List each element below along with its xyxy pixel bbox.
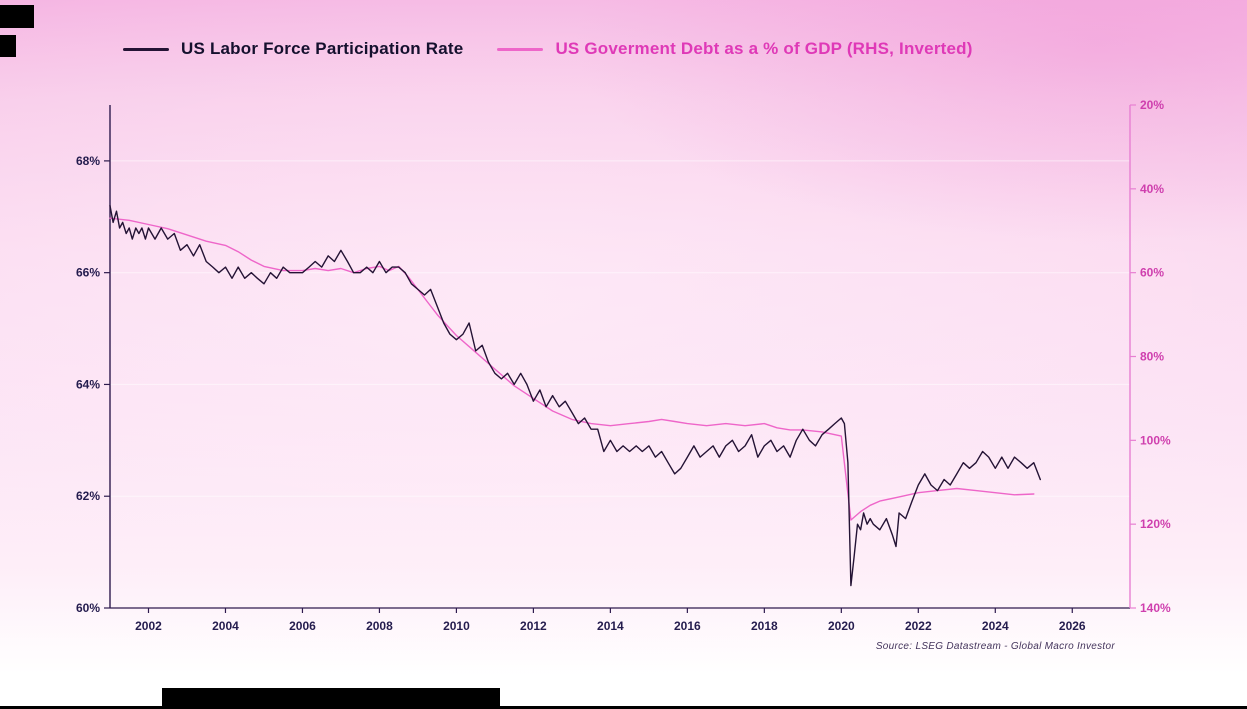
y-left-tick-label: 64% [76,377,100,391]
bottom-redaction-bar [162,688,500,708]
y-left-tick-label: 66% [76,266,100,280]
y-right-tick-label: 60% [1140,266,1164,280]
x-tick-label: 2014 [597,619,624,633]
x-tick-label: 2008 [366,619,393,633]
chart-legend: US Labor Force Participation Rate US Gov… [0,34,1247,64]
x-tick-label: 2018 [751,619,778,633]
corner-artifact-block-1 [0,5,34,28]
x-tick-label: 2006 [289,619,316,633]
x-tick-label: 2016 [674,619,701,633]
y-right-tick-label: 100% [1140,433,1171,447]
lfpr-line-swatch-icon [123,47,169,51]
x-tick-label: 2024 [982,619,1009,633]
chart-source: Source: LSEG Datastream - Global Macro I… [875,641,1115,652]
debt-legend-label: US Goverment Debt as a % of GDP (RHS, In… [555,39,973,58]
debt-series-line [109,217,1035,521]
y-right-tick-label: 20% [1140,98,1164,112]
x-tick-label: 2012 [520,619,547,633]
corner-artifact-block-2 [0,35,16,57]
legend-item-debt: US Goverment Debt as a % of GDP (RHS, In… [497,39,972,59]
y-left-tick-label: 62% [76,489,100,503]
y-right-tick-label: 140% [1140,601,1171,615]
y-right-tick-label: 80% [1140,350,1164,364]
x-tick-label: 2004 [212,619,239,633]
legend-item-lfpr: US Labor Force Participation Rate [123,39,463,59]
y-left-tick-label: 60% [76,601,100,615]
debt-line-swatch-icon [497,47,544,51]
x-tick-label: 2020 [828,619,855,633]
x-tick-label: 2010 [443,619,470,633]
x-tick-label: 2026 [1059,619,1086,633]
lfpr-legend-label: US Labor Force Participation Rate [181,39,464,58]
bottom-edge-strip [0,706,1247,709]
x-tick-label: 2002 [135,619,162,633]
y-right-tick-label: 120% [1140,517,1171,531]
y-left-tick-label: 68% [76,154,100,168]
lfpr-series-line [109,204,1042,587]
x-tick-label: 2022 [905,619,932,633]
y-right-tick-label: 40% [1140,182,1164,196]
